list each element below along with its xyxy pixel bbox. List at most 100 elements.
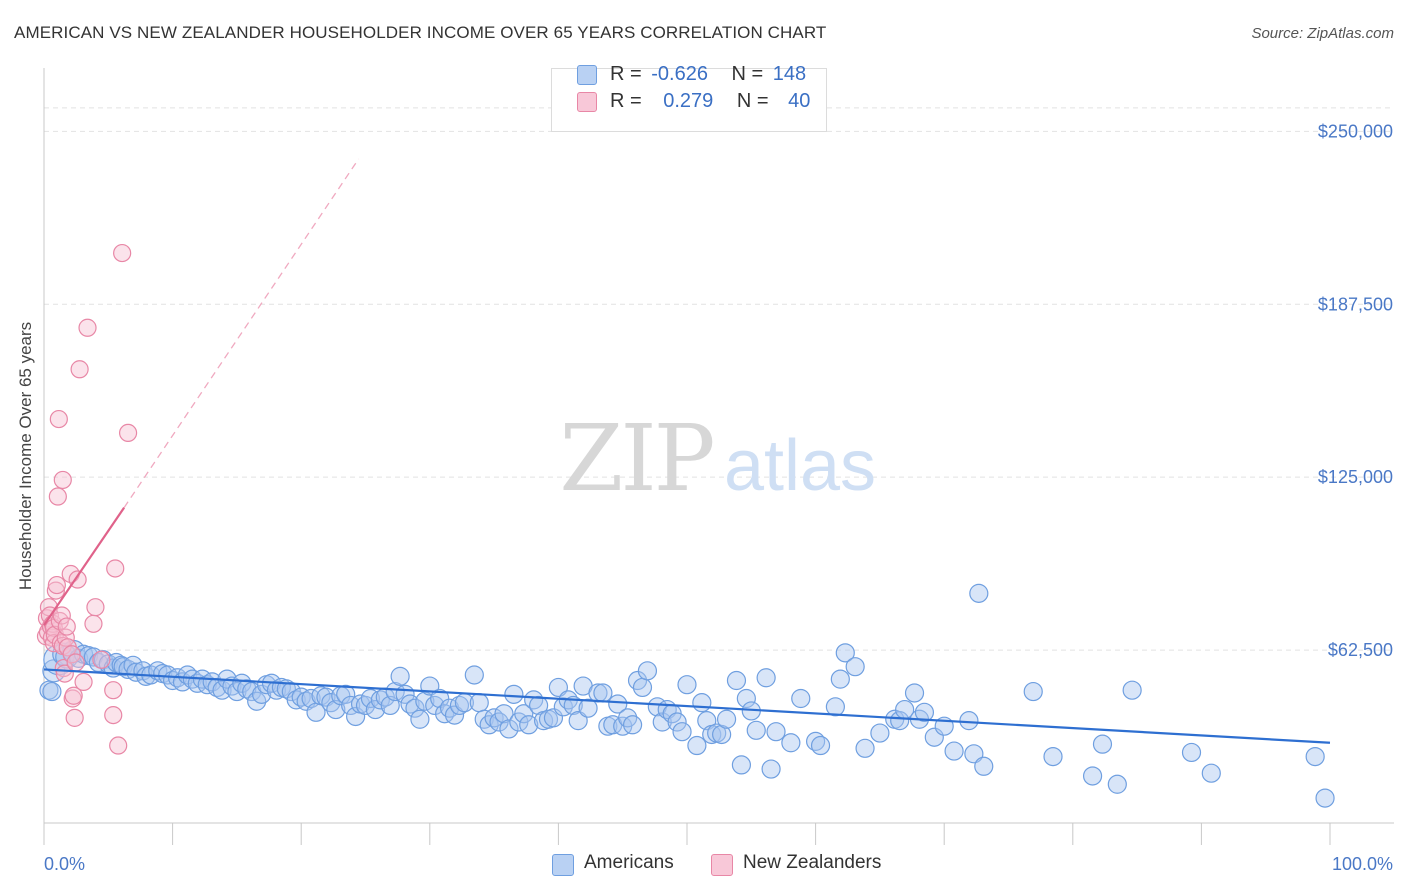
americans-point (504, 684, 524, 704)
americans-point (632, 677, 653, 698)
americans-point (1305, 746, 1325, 767)
y-tick-label: $250,000 (1318, 121, 1393, 141)
new-zealanders-point (109, 736, 128, 755)
legend-n-americans: 148 (772, 63, 807, 85)
americans-point (672, 722, 692, 742)
new-zealanders-point (48, 487, 67, 506)
americans-points (39, 583, 1335, 808)
americans-point (499, 719, 519, 739)
americans-point (974, 756, 994, 776)
americans-point (845, 657, 865, 677)
new-zealanders-point (104, 681, 123, 700)
americans-point (608, 694, 628, 714)
new-zealanders-point (62, 645, 81, 664)
americans-point (791, 688, 811, 709)
y-tick-label: $125,000 (1318, 467, 1393, 487)
americans-point (1181, 742, 1202, 763)
americans-point (716, 709, 737, 729)
legend-swatch-new-zealanders (577, 92, 597, 112)
americans-point (1043, 746, 1063, 767)
americans-point (578, 698, 598, 718)
y-tick-label: $62,500 (1328, 640, 1393, 660)
americans-point (1315, 788, 1335, 808)
americans-point (835, 643, 855, 663)
americans-point (519, 715, 539, 735)
americans-point (126, 662, 146, 682)
new-zealanders-point (65, 708, 84, 727)
new-zealanders-point (70, 360, 89, 379)
new-zealanders-point (104, 705, 123, 725)
new-zealanders-point (118, 423, 138, 442)
americans-point (746, 720, 766, 740)
legend: R = -0.626 N = 148 R = 0.279 N = 40 (551, 63, 827, 132)
americans-point (237, 679, 257, 699)
watermark: ZIP atlas (559, 405, 876, 512)
americans-point (944, 741, 964, 761)
y-tick-label: $187,500 (1318, 294, 1393, 314)
americans-point (904, 683, 925, 703)
x-tick-label: 0.0% (44, 854, 85, 874)
bottom-legend-label-americans: Americans (584, 852, 674, 873)
legend-r-label: R = (610, 90, 642, 112)
legend-n-new-zealanders: 40 (788, 90, 811, 112)
americans-point (830, 669, 850, 689)
americans-point (410, 709, 430, 729)
americans-point (514, 704, 534, 724)
americans-point (469, 693, 489, 713)
new-zealanders-point (53, 470, 72, 490)
new-zealanders-point (86, 598, 105, 617)
americans-point (360, 688, 381, 709)
americans-point (212, 680, 232, 700)
americans-point (405, 698, 425, 718)
watermark-zip: ZIP (559, 405, 712, 512)
new-zealanders-point (54, 658, 73, 678)
americans-point (914, 702, 935, 722)
americans-point (855, 738, 875, 758)
americans-point (449, 695, 470, 716)
americans-point (726, 670, 747, 691)
americans-point (365, 699, 385, 720)
new-zealanders-point (64, 686, 83, 705)
gridlines (44, 107, 1394, 651)
source-label: Source: ZipAtlas.com (1251, 25, 1394, 42)
americans-point (1023, 681, 1043, 702)
americans-point (568, 711, 588, 731)
americans-point (959, 711, 979, 731)
americans-point (781, 733, 801, 753)
new-zealanders-point (106, 559, 125, 578)
x-tick-labels: 0.0% 100.0% (44, 854, 1393, 874)
new-zealanders-point (66, 653, 85, 672)
americans-point (622, 715, 643, 735)
americans-point (390, 666, 410, 686)
americans-point (464, 665, 484, 685)
bottom-legend-swatch-new-zealanders (711, 854, 733, 876)
americans-point (652, 712, 672, 732)
y-tick-labels: $62,500 $125,000 $187,500 $250,000 (1318, 121, 1393, 660)
bottom-legend-label-new-zealanders: New Zealanders (743, 852, 882, 873)
chart-title: AMERICAN VS NEW ZEALANDER HOUSEHOLDER IN… (14, 23, 827, 42)
americans-point (415, 691, 435, 711)
americans-point (548, 677, 569, 698)
americans-point (890, 711, 910, 731)
new-zealanders-point (52, 606, 71, 625)
americans-point (341, 695, 361, 716)
americans-point (637, 661, 658, 681)
legend-r-new-zealanders: 0.279 (663, 90, 714, 112)
trend-lines (43, 158, 1331, 744)
new-zealanders-point (47, 575, 66, 595)
americans-point (810, 735, 831, 756)
watermark-atlas: atlas (724, 426, 876, 506)
new-zealanders-point (46, 581, 65, 600)
americans-point (766, 722, 786, 742)
americans-point (825, 697, 845, 717)
americans-point (969, 583, 989, 603)
americans-point (1107, 774, 1127, 794)
new-zealanders-point (78, 318, 97, 337)
americans-point (964, 744, 984, 764)
americans-point (286, 690, 306, 710)
americans-point (1082, 766, 1103, 786)
americans-point (1201, 763, 1221, 783)
legend-r-americans: -0.626 (651, 63, 708, 85)
new-zealanders-point (113, 243, 132, 263)
